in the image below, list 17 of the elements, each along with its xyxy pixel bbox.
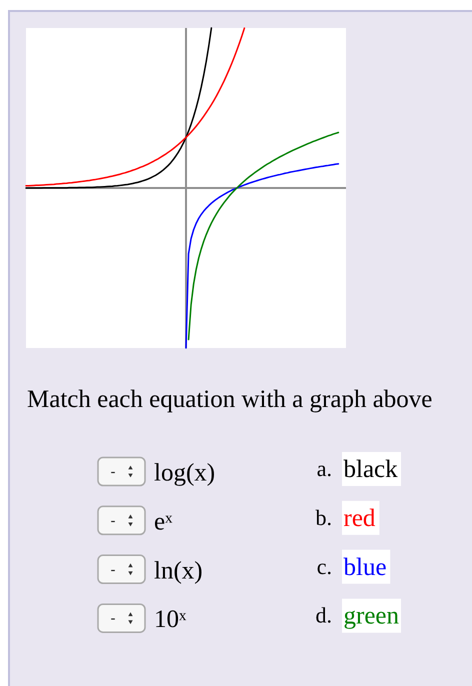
text: black: [344, 456, 398, 483]
text: ln(x): [154, 557, 203, 584]
text: eˣ: [154, 508, 174, 536]
text: Match each equation with a graph above: [27, 386, 432, 413]
text: c.: [316, 554, 332, 579]
text: -: [110, 464, 116, 480]
text: blue: [344, 554, 387, 581]
text: green: [344, 602, 400, 630]
text: b.: [316, 504, 332, 530]
text: log(x): [154, 460, 216, 486]
text: -: [110, 512, 116, 530]
text: d.: [316, 602, 332, 628]
text: a.: [316, 456, 332, 481]
text: 10ˣ: [154, 606, 187, 634]
text: -: [110, 561, 116, 578]
text: -: [110, 610, 116, 628]
text: red: [344, 504, 376, 532]
